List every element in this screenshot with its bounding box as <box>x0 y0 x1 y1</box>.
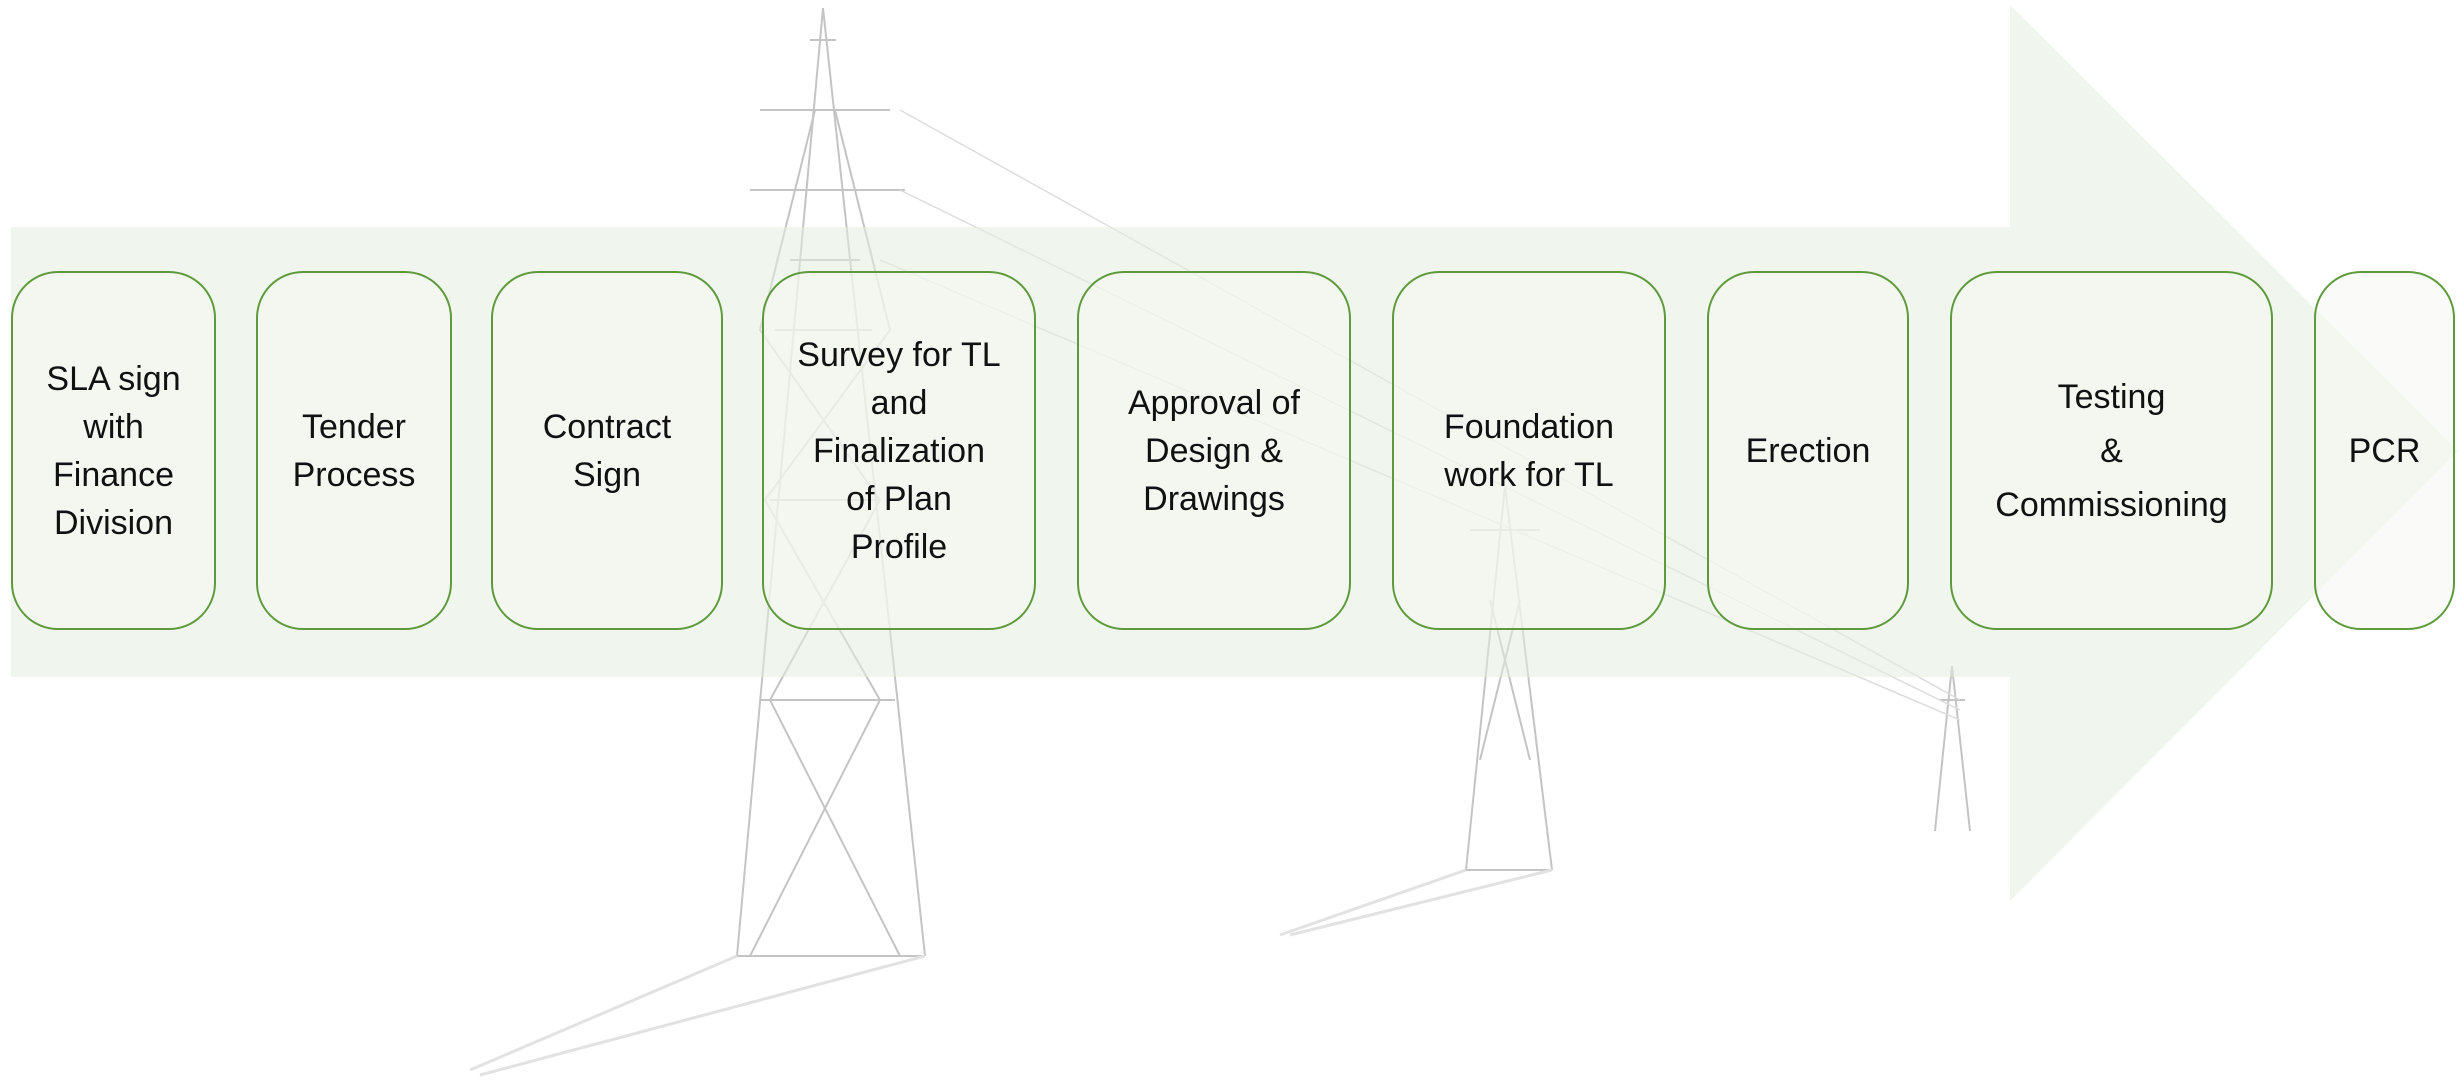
step-label: with <box>83 403 143 451</box>
step-label: Commissioning <box>1995 481 2227 529</box>
step-label: Foundation <box>1444 403 1614 451</box>
process-step: Testing & Commissioning <box>1950 271 2273 630</box>
process-step: PCR <box>2314 271 2455 630</box>
step-label: Erection <box>1746 427 1871 475</box>
step-label: Drawings <box>1143 475 1285 523</box>
step-label: Finalization <box>813 427 985 475</box>
process-step: Erection <box>1707 271 1909 630</box>
step-label: Finance <box>53 451 174 499</box>
step-label: Sign <box>573 451 641 499</box>
step-label: and <box>871 379 928 427</box>
step-label: PCR <box>2349 427 2421 475</box>
step-label: Profile <box>851 523 947 571</box>
step-label: & <box>2100 427 2123 475</box>
step-label: Approval of <box>1128 379 1300 427</box>
process-diagram: SLA signwithFinanceDivisionTenderProcess… <box>0 0 2458 1081</box>
step-label: work for TL <box>1444 451 1613 499</box>
step-label: Testing <box>2058 373 2166 421</box>
step-label: Survey for TL <box>797 331 1000 379</box>
step-label: of Plan <box>846 475 952 523</box>
step-label: Division <box>54 499 173 547</box>
step-label: Contract <box>543 403 672 451</box>
step-label: SLA sign <box>46 355 180 403</box>
step-label: Design & <box>1145 427 1283 475</box>
step-label: Tender <box>302 403 406 451</box>
step-label: Process <box>293 451 416 499</box>
